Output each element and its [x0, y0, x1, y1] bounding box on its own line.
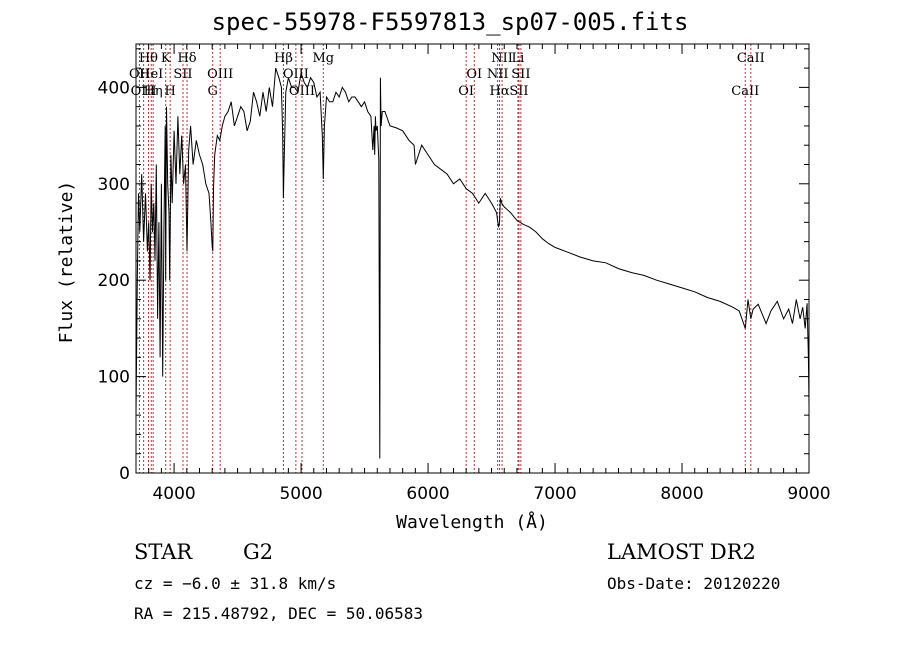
spectral-line-label: OIII	[283, 67, 309, 82]
spectral-line-label: Hβ	[274, 51, 293, 66]
x-tick-label: 5000	[279, 484, 322, 504]
spectral-line-label: Mg	[312, 51, 334, 66]
spectral-line-label: K	[161, 51, 171, 66]
spectral-line-markers	[138, 44, 752, 473]
spectral-line-label: G	[208, 84, 218, 99]
spectral-line-label: CaII	[737, 51, 765, 66]
x-tick-labels: 4000 5000 6000 7000 8000 9000	[152, 484, 830, 504]
y-tick-label: 200	[98, 271, 130, 291]
spectral-line-label: OIII	[207, 67, 233, 82]
spectral-line-label: HeI	[139, 67, 163, 82]
spectral-line-label: Hδ	[177, 51, 196, 66]
survey-name: LAMOST DR2	[607, 540, 756, 564]
y-tick-label: 400	[98, 78, 130, 98]
axis-ticks	[135, 44, 810, 474]
spectral-line-label: OI	[466, 67, 482, 82]
spectral-line-label: Hθ	[139, 51, 158, 66]
spectral-line-label: OII	[129, 67, 150, 82]
plot-frame	[135, 43, 810, 474]
x-tick-label: 6000	[406, 484, 449, 504]
spectral-line-label: OIII	[289, 84, 315, 99]
chart-title: spec-55978-F5597813_sp07-005.fits	[211, 8, 689, 36]
x-tick-label: 7000	[533, 484, 576, 504]
x-axis-label: Wavelength (Å)	[396, 511, 548, 533]
spectral-line-label: OI	[458, 84, 474, 99]
spectral-line-label: NII	[491, 51, 513, 66]
spectral-line-label: Li	[512, 51, 525, 66]
spectral-line-label: SII	[173, 67, 192, 82]
spectral-line-label: SII	[511, 67, 530, 82]
x-tick-label: 8000	[660, 484, 703, 504]
object-class: STAR	[134, 540, 193, 564]
y-tick-label: 0	[119, 464, 130, 484]
object-subclass: G2	[243, 540, 274, 564]
coordinates-readout: RA = 215.48792, DEC = 50.06583	[134, 604, 423, 623]
spectral-line-label: Hα	[489, 84, 509, 99]
spectral-line-label: CaII	[731, 84, 759, 99]
x-tick-label: 9000	[787, 484, 830, 504]
spectral-line-label: Hη	[144, 84, 163, 99]
spectral-line-label: SII	[509, 84, 528, 99]
y-tick-label: 300	[98, 175, 130, 195]
y-axis-label: Flux (relative)	[56, 181, 77, 344]
y-tick-labels: 0 100 200 300 400	[98, 78, 130, 484]
y-tick-label: 100	[98, 368, 130, 388]
spectral-line-label: NII	[487, 67, 509, 82]
observation-date: Obs-Date: 20120220	[607, 574, 781, 593]
redshift-readout: cz = −6.0 ± 31.8 km/s	[134, 574, 337, 593]
x-tick-label: 4000	[152, 484, 195, 504]
spectral-line-label: H	[164, 84, 175, 99]
spectrum-series-line	[135, 67, 810, 459]
